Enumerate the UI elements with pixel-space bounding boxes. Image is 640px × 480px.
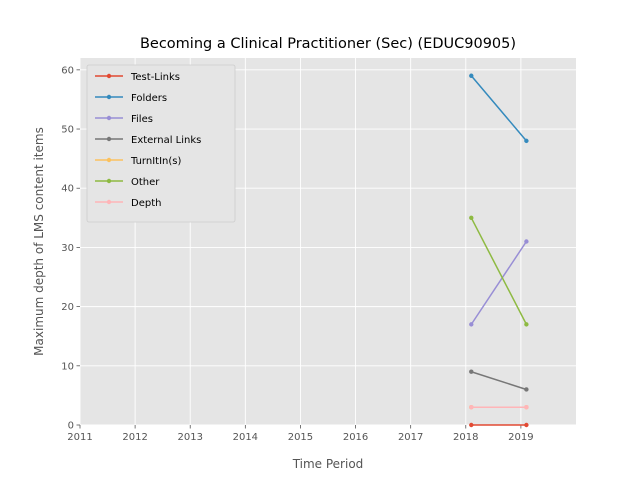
data-point-test-links [469, 422, 474, 428]
x-tick-label: 2015 [288, 432, 313, 443]
chart-title: Becoming a Clinical Practitioner (Sec) (… [140, 36, 516, 52]
y-tick-label: 60 [61, 65, 74, 76]
series-layer [469, 73, 529, 428]
data-point-folders [524, 138, 529, 144]
x-tick-label: 2011 [67, 432, 92, 443]
y-tick-label: 50 [61, 125, 74, 136]
x-tick-label: 2019 [508, 432, 533, 443]
legend-label-files: Files [131, 114, 153, 125]
legend-marker-folders [106, 94, 112, 100]
x-tick-label: 2014 [233, 432, 258, 443]
series-line-external-links [471, 371, 527, 391]
x-tick-label: 2013 [177, 432, 202, 443]
legend-marker-other [106, 178, 112, 184]
legend-label-other: Other [131, 177, 160, 188]
data-point-depth [524, 405, 529, 410]
data-point-external-links [469, 369, 474, 374]
y-axis-ticks: 0 10 20 30 40 50 60 [61, 65, 80, 432]
legend-marker-external-links [106, 136, 112, 142]
series-line-other [470, 217, 528, 325]
data-point-folders [469, 73, 474, 78]
legend-marker-files [106, 115, 112, 121]
x-axis-label: Time Period [292, 457, 364, 471]
series-line-files [470, 241, 528, 325]
y-tick-label: 30 [61, 243, 74, 254]
legend-label-external-links: External Links [131, 135, 201, 146]
data-point-other [469, 215, 474, 221]
legend-label-turnitin-s: TurnItIn(s) [130, 156, 181, 167]
data-point-files [524, 239, 529, 244]
legend-marker-depth [106, 199, 112, 205]
series-line-folders [470, 75, 527, 142]
legend-label-depth: Depth [131, 198, 161, 209]
x-tick-label: 2012 [122, 432, 147, 443]
legend-marker-test-links [106, 73, 112, 79]
x-axis-ticks: 2011 2012 2013 2014 2015 2016 2017 2018 2019 [67, 425, 534, 443]
x-tick-label: 2016 [343, 432, 368, 443]
y-tick-label: 20 [61, 302, 74, 313]
data-point-test-links [524, 422, 529, 428]
y-axis-label: Maximum depth of LMS content items [32, 127, 46, 356]
legend-label-test-links: Test-Links [130, 72, 180, 83]
legend-box [86, 64, 236, 223]
legend-marker-turnitin-s [106, 157, 112, 163]
y-tick-label: 10 [61, 361, 74, 372]
data-point-files [469, 322, 474, 327]
y-tick-label: 40 [61, 184, 74, 195]
data-point-other [524, 322, 529, 327]
data-point-depth [469, 405, 474, 410]
x-tick-label: 2018 [453, 432, 478, 443]
data-point-external-links [524, 387, 529, 392]
y-tick-label: 0 [68, 421, 74, 432]
legend: Test-Links Folders Files External Links Turn… [86, 64, 236, 223]
x-tick-label: 2017 [398, 432, 423, 443]
legend-label-folders: Folders [131, 93, 167, 104]
